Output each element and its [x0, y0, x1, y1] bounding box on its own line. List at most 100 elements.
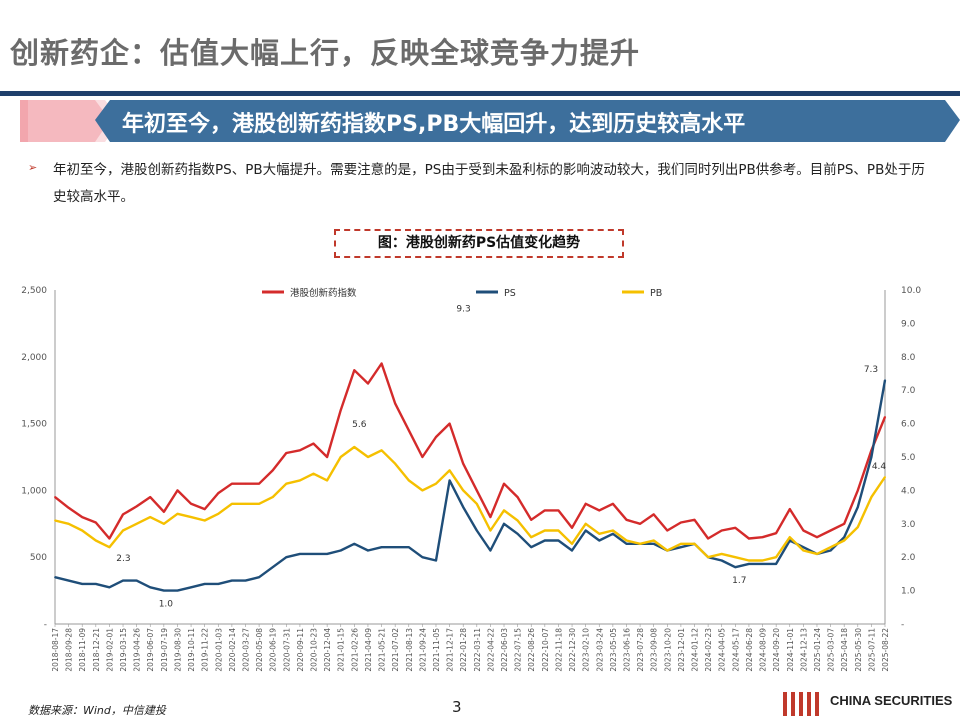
data-point: [448, 479, 451, 482]
data-point: [421, 489, 424, 492]
x-tick-label: 2021-05-21: [378, 628, 387, 672]
data-point: [598, 509, 601, 512]
x-tick-label: 2023-05-05: [609, 628, 618, 672]
y-right-tick-label: -: [901, 620, 904, 630]
data-point: [856, 489, 859, 492]
data-point: [475, 502, 478, 505]
series-line-PB: [54, 445, 886, 562]
x-tick-label: 2019-11-22: [201, 628, 210, 672]
y-left-tick-label: 1,000: [21, 486, 47, 496]
data-point: [489, 549, 492, 552]
data-point: [108, 586, 111, 589]
x-tick-label: 2020-09-11: [296, 628, 305, 672]
series-line-PS: [54, 379, 887, 592]
data-point: [353, 542, 356, 545]
data-point: [135, 522, 138, 525]
y-right-tick-label: 9.0: [901, 319, 916, 329]
data-point: [435, 436, 437, 438]
data-point: [666, 529, 669, 532]
data-point: [816, 552, 818, 555]
x-tick-label: 2024-02-23: [704, 628, 713, 672]
data-point: [516, 519, 519, 522]
data-point: [748, 537, 750, 540]
data-point: [720, 529, 723, 532]
data-point: [258, 502, 260, 505]
data-point: [816, 536, 818, 539]
data-point: [475, 489, 478, 492]
data-point: [258, 576, 260, 579]
section-banner-text: 年初至今，港股创新药指数PS,PB大幅回升，达到历史较高水平: [122, 112, 746, 137]
data-point: [367, 456, 369, 458]
data-point: [707, 537, 710, 540]
data-point: [503, 522, 505, 525]
data-point: [489, 516, 492, 519]
data-point: [530, 546, 533, 549]
data-point: [312, 472, 315, 475]
x-tick-label: 2023-06-16: [622, 628, 631, 672]
data-point: [843, 536, 846, 539]
data-point: [67, 506, 70, 509]
arrow-bullet-icon: ➢: [28, 161, 38, 174]
logo-text: CHINA SECURITIES: [830, 693, 953, 708]
data-point: [611, 532, 614, 535]
data-point: [367, 382, 369, 385]
data-point: [299, 479, 301, 482]
series-line-港股创新药指数: [54, 362, 887, 540]
data-point: [217, 512, 220, 515]
data-point: [149, 516, 152, 519]
data-point: [203, 519, 206, 522]
x-tick-label: 2020-06-19: [269, 628, 278, 672]
data-point: [571, 542, 573, 545]
x-tick-label: 2024-01-12: [691, 628, 700, 672]
data-point: [367, 549, 369, 552]
data-point: [748, 562, 750, 565]
x-tick-label: 2019-03-15: [119, 628, 128, 672]
x-tick-label: 2024-11-01: [786, 628, 795, 672]
x-tick-label: 2024-09-20: [772, 628, 781, 672]
x-tick-label: 2020-12-04: [323, 628, 332, 672]
data-point: [775, 532, 778, 535]
data-point: [557, 529, 560, 532]
data-point: [734, 556, 737, 559]
y-right-tick-label: 10.0: [901, 286, 921, 296]
data-point: [353, 369, 356, 372]
data-point: [557, 539, 560, 542]
data-point: [162, 510, 165, 513]
x-tick-label: 2021-07-02: [391, 628, 400, 672]
x-tick-label: 2025-05-30: [854, 628, 863, 672]
data-point: [203, 508, 206, 511]
data-point: [176, 489, 179, 492]
x-tick-label: 2022-06-03: [500, 628, 509, 672]
data-point: [720, 552, 723, 555]
x-tick-label: 2025-08-22: [881, 628, 890, 672]
data-point: [176, 589, 179, 592]
x-tick-label: 2019-06-07: [146, 628, 155, 672]
x-tick-label: 2021-02-26: [350, 628, 359, 672]
data-point: [652, 542, 655, 545]
data-point: [244, 482, 247, 485]
data-point: [94, 539, 97, 542]
data-point: [680, 521, 682, 524]
data-point: [271, 566, 274, 569]
x-tick-label: 2019-10-11: [187, 628, 196, 672]
data-point: [67, 522, 70, 525]
y-right-tick-label: 1.0: [901, 587, 916, 597]
data-point: [462, 506, 465, 508]
data-point: [94, 521, 97, 524]
page-title: 创新药企：估值大幅上行，反映全球竞争力提升: [10, 36, 641, 70]
x-tick-label: 2022-10-07: [541, 628, 550, 672]
data-point: [870, 496, 873, 498]
x-tick-label: 2025-01-24: [813, 628, 822, 672]
y-left-tick-label: 1,500: [21, 420, 47, 430]
data-point: [611, 529, 614, 532]
x-tick-label: 2020-10-23: [310, 628, 319, 672]
data-point: [339, 456, 342, 458]
data-point: [584, 529, 587, 532]
x-tick-label: 2021-12-17: [446, 628, 455, 672]
data-point: [122, 579, 124, 582]
y-left-tick-label: 2,500: [21, 286, 47, 296]
x-tick-label: 2019-07-19: [160, 628, 169, 672]
data-label: 4.4: [872, 462, 887, 472]
data-point: [339, 409, 342, 412]
data-point: [516, 532, 519, 535]
